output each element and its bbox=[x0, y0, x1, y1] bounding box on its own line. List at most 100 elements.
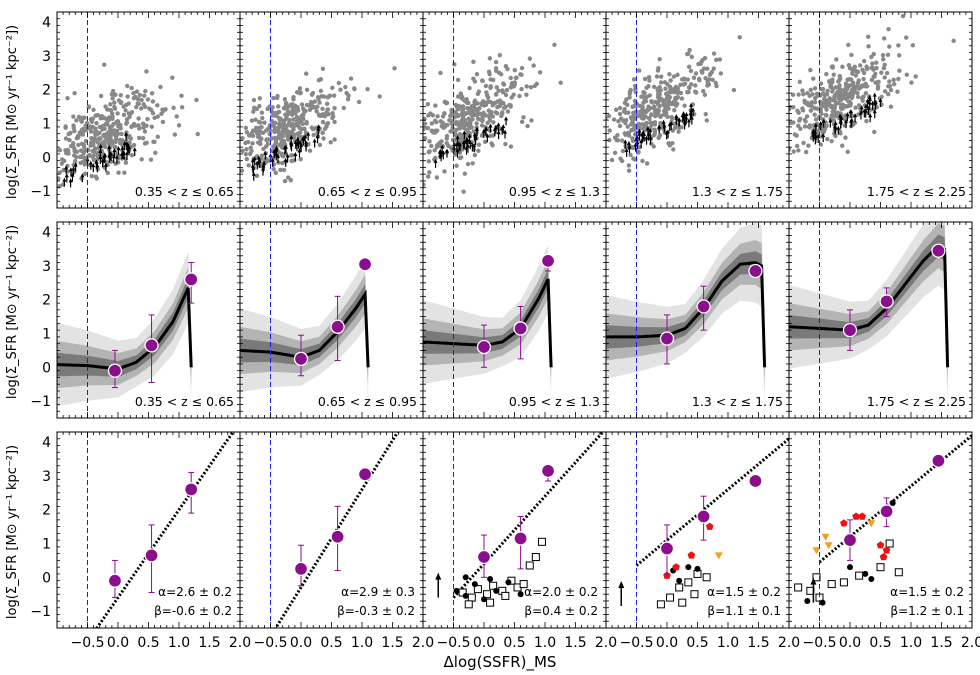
gray-point bbox=[641, 100, 646, 106]
gray-point bbox=[508, 75, 513, 81]
gray-point bbox=[459, 94, 465, 100]
limit-arrow-head bbox=[462, 139, 467, 144]
open-square-marker bbox=[458, 588, 467, 597]
gray-point bbox=[126, 101, 131, 106]
gray-point bbox=[822, 92, 828, 97]
gray-point bbox=[849, 87, 855, 92]
limit-arrow-head bbox=[80, 173, 85, 178]
gray-point bbox=[118, 100, 124, 105]
gray-point bbox=[656, 135, 661, 141]
gray-point bbox=[442, 99, 448, 105]
gray-point bbox=[846, 103, 851, 109]
gray-point bbox=[801, 92, 806, 97]
limit-arrow-head bbox=[465, 138, 470, 143]
gray-point bbox=[671, 74, 677, 79]
gray-point bbox=[123, 160, 129, 165]
open-square-marker bbox=[483, 590, 492, 599]
gray-point bbox=[629, 127, 634, 133]
median-point bbox=[540, 463, 556, 479]
gray-point bbox=[825, 88, 830, 94]
gray-point bbox=[613, 107, 619, 113]
median-point bbox=[842, 322, 858, 338]
limit-arrow-head bbox=[691, 107, 696, 112]
gray-point bbox=[896, 76, 901, 82]
gray-point bbox=[812, 112, 817, 117]
gray-point bbox=[140, 135, 146, 141]
gray-point bbox=[474, 71, 480, 77]
gray-point bbox=[461, 118, 467, 124]
gray-point bbox=[494, 85, 499, 90]
gray-point bbox=[67, 137, 72, 143]
filled-circle-marker bbox=[462, 574, 469, 581]
gray-point bbox=[888, 104, 894, 109]
limit-arrow-head bbox=[811, 132, 816, 137]
gray-point bbox=[291, 117, 296, 122]
x-tick-label: 0.0 bbox=[473, 635, 495, 651]
gray-point bbox=[897, 68, 902, 73]
gray-point bbox=[139, 157, 144, 162]
x-tick-label: 0.5 bbox=[320, 635, 342, 651]
gray-point bbox=[619, 138, 625, 143]
gray-point bbox=[632, 103, 638, 108]
open-square-marker bbox=[501, 591, 510, 600]
gray-point bbox=[454, 163, 459, 168]
gray-point bbox=[658, 120, 663, 126]
gray-point bbox=[705, 66, 710, 71]
gray-point bbox=[149, 91, 155, 96]
filled-circle-marker bbox=[493, 587, 500, 594]
gray-point bbox=[251, 97, 257, 103]
gray-point bbox=[662, 98, 668, 103]
open-square-marker bbox=[486, 598, 495, 607]
gray-point bbox=[268, 128, 273, 133]
limit-arrow-head bbox=[684, 115, 689, 120]
limit-arrow-head bbox=[312, 138, 317, 143]
gray-point bbox=[851, 66, 856, 72]
limit-arrow-head bbox=[257, 158, 262, 163]
filled-circle-marker bbox=[462, 592, 469, 599]
gray-point bbox=[283, 105, 288, 111]
gray-point bbox=[143, 88, 148, 94]
y-tick-label: 3 bbox=[42, 49, 51, 65]
gray-point bbox=[888, 87, 894, 93]
limit-arrow-head bbox=[813, 122, 818, 127]
panel-r1-c3: 0.95 < z ≤ 1.3 bbox=[422, 11, 607, 209]
gray-point bbox=[257, 103, 262, 109]
gray-point bbox=[145, 116, 150, 122]
panel-r2-c4: 1.3 < z ≤ 1.75 bbox=[605, 221, 790, 419]
gray-point bbox=[163, 107, 168, 112]
gray-point bbox=[282, 97, 288, 102]
gray-point bbox=[90, 140, 96, 146]
gray-point bbox=[131, 90, 136, 96]
gray-point bbox=[519, 72, 524, 78]
limit-arrow-head bbox=[124, 131, 129, 136]
gray-point bbox=[849, 95, 855, 101]
gray-point bbox=[702, 55, 708, 61]
gray-point bbox=[668, 78, 673, 83]
gray-point bbox=[244, 147, 249, 152]
limit-arrow-head bbox=[681, 111, 686, 116]
gray-point bbox=[676, 125, 682, 130]
gray-point bbox=[468, 119, 473, 124]
gray-point bbox=[93, 174, 99, 179]
gray-point bbox=[434, 175, 440, 180]
alpha-label: α=2.9 ± 0.3 bbox=[341, 585, 415, 599]
gray-point bbox=[653, 99, 658, 105]
gray-point bbox=[871, 51, 876, 57]
limit-arrow-head bbox=[686, 118, 691, 123]
gray-point bbox=[711, 51, 717, 56]
gray-point bbox=[452, 62, 457, 67]
gray-point bbox=[835, 110, 840, 115]
gray-point bbox=[112, 104, 117, 110]
plot-area bbox=[618, 432, 789, 628]
limit-arrow-head bbox=[91, 163, 96, 168]
gray-point bbox=[103, 104, 108, 109]
gray-point bbox=[91, 153, 96, 159]
y-axis-label-row2: log(Σ_SFR [M⊙ yr⁻¹ kpc⁻²]) bbox=[5, 225, 20, 399]
gray-point bbox=[439, 123, 444, 129]
gray-point bbox=[438, 70, 443, 76]
gray-point bbox=[484, 90, 489, 95]
gray-point bbox=[115, 111, 120, 116]
gray-point bbox=[618, 116, 624, 121]
gray-point bbox=[179, 105, 185, 110]
limit-arrow-head bbox=[810, 577, 817, 585]
